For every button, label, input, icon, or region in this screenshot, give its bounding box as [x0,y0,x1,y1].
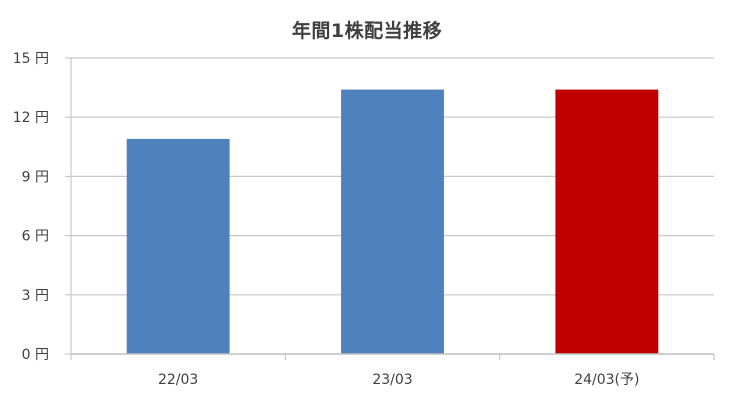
y-tick-label: 6 円 [22,229,49,245]
y-tick-label: 9 円 [22,169,49,185]
bars [126,89,659,354]
y-tick-label: 3 円 [22,288,49,304]
bar-0 [126,138,230,354]
y-axis-ticks: 0 円 3 円 6 円 9 円 12 円 15 円 [13,51,71,363]
chart-title: 年間1株配当推移 [291,20,443,42]
y-tick-label: 12 円 [13,110,49,126]
x-tick-label: 22/03 [158,372,198,388]
y-tick-label: 15 円 [13,51,49,67]
x-tick-label: 24/03(予) [574,372,639,388]
bar-1 [341,89,444,354]
y-tick-label: 0 円 [22,347,49,363]
x-axis-ticks: 22/03 23/03 24/03(予) [158,372,639,388]
bar-2 [555,89,659,354]
x-tick-label: 23/03 [372,372,412,388]
x-axis [70,58,715,360]
